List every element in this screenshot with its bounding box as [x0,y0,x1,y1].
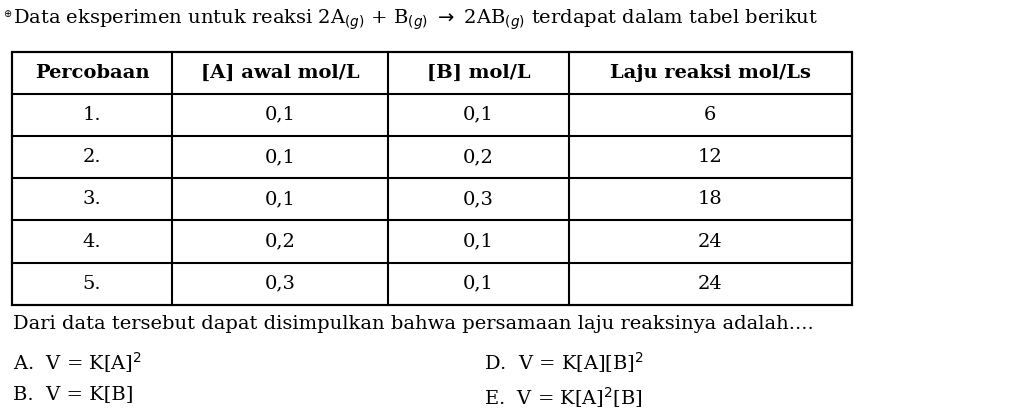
Text: ⊕: ⊕ [3,9,11,19]
Text: 0,2: 0,2 [265,232,296,250]
Text: 2.: 2. [82,148,102,166]
Text: [B] mol/L: [B] mol/L [426,63,530,82]
Text: Dari data tersebut dapat disimpulkan bahwa persamaan laju reaksinya adalah....: Dari data tersebut dapat disimpulkan bah… [13,315,814,333]
Text: A.  V = K[A]$^2$: A. V = K[A]$^2$ [13,350,142,375]
Text: [A] awal mol/L: [A] awal mol/L [201,63,359,82]
Text: 6: 6 [703,106,717,124]
Text: 0,3: 0,3 [462,190,494,208]
Text: 18: 18 [697,190,723,208]
Text: E.  V = K[A]$^2$[B]: E. V = K[A]$^2$[B] [484,385,643,410]
Text: 4.: 4. [82,232,102,250]
Text: 0,1: 0,1 [265,190,296,208]
Text: 0,1: 0,1 [464,275,493,293]
Text: D.  V = K[A][B]$^2$: D. V = K[A][B]$^2$ [484,350,644,375]
Text: 0,2: 0,2 [464,148,493,166]
Text: 0,3: 0,3 [265,275,296,293]
Text: 5.: 5. [82,275,102,293]
Text: 0,1: 0,1 [464,232,493,250]
Text: 0,1: 0,1 [265,106,296,124]
Text: Data eksperimen untuk reaksi 2A$_{(g)}$ + B$_{(g)}$ $\rightarrow$ 2AB$_{(g)}$ te: Data eksperimen untuk reaksi 2A$_{(g)}$ … [13,7,819,32]
Text: 24: 24 [697,232,723,250]
Text: 1.: 1. [82,106,102,124]
Text: 3.: 3. [82,190,102,208]
Text: 24: 24 [697,275,723,293]
Text: Laju reaksi mol/Ls: Laju reaksi mol/Ls [610,63,811,82]
Text: 0,1: 0,1 [265,148,296,166]
Text: 0,1: 0,1 [464,106,493,124]
Text: Percobaan: Percobaan [35,63,149,82]
Text: 12: 12 [697,148,723,166]
Text: B.  V = K[B]: B. V = K[B] [13,385,134,403]
